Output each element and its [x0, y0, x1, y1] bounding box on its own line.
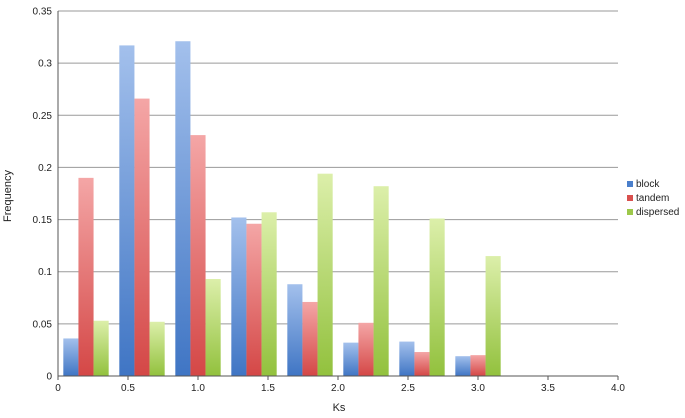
legend-swatch-block — [627, 181, 633, 187]
legend-swatch-tandem — [627, 195, 633, 201]
x-tick-label: 0 — [55, 383, 61, 394]
x-tick-label: 0.5 — [121, 383, 135, 394]
legend-label-dispersed: dispersed — [636, 207, 679, 218]
x-tick-label: 1.0 — [191, 383, 205, 394]
x-axis-title: Ks — [333, 402, 346, 414]
bar-block — [63, 338, 79, 376]
x-tick-labels: 0 0.5 1.0 1.5 2.0 2.5 3.0 3.5 4.0 — [55, 383, 625, 394]
y-tick-label: 0.25 — [33, 111, 53, 122]
bar-dispersed — [205, 279, 221, 376]
legend-swatch-dispersed — [627, 209, 633, 215]
y-tick-label: 0 — [46, 372, 52, 383]
bar-tandem — [190, 135, 206, 376]
x-tick-label: 3.5 — [541, 383, 555, 394]
bar-dispersed — [261, 212, 277, 376]
y-tick-label: 0.05 — [33, 319, 53, 330]
y-tick-label: 0.2 — [38, 163, 52, 174]
legend-label-tandem: tandem — [636, 193, 669, 204]
bar-block — [119, 45, 135, 377]
y-tick-label: 0.15 — [33, 215, 53, 226]
bar-tandem — [134, 98, 150, 376]
bar-block — [175, 41, 191, 376]
bar-block — [343, 342, 359, 376]
x-tick-label: 4.0 — [611, 383, 625, 394]
bar-tandem — [470, 355, 486, 376]
bar-block — [287, 284, 303, 376]
bar-tandem — [302, 301, 318, 376]
bar-dispersed — [93, 320, 109, 376]
bar-dispersed — [429, 218, 445, 376]
bar-tandem — [414, 352, 430, 376]
legend-label-block: block — [636, 179, 660, 190]
bar-dispersed — [485, 256, 501, 376]
x-tick-label: 3.0 — [471, 383, 485, 394]
bar-tandem — [78, 177, 94, 376]
bar-dispersed — [317, 173, 333, 376]
x-tick-label: 1.5 — [261, 383, 275, 394]
bar-block — [399, 341, 415, 376]
bar-block — [455, 356, 471, 376]
bar-tandem — [246, 223, 262, 376]
x-tick-label: 2.5 — [401, 383, 415, 394]
gridlines — [58, 10, 618, 325]
y-tick-label: 0.3 — [38, 59, 52, 70]
bar-tandem — [358, 322, 374, 376]
bar-dispersed — [149, 321, 165, 376]
axes — [57, 11, 619, 380]
bar-block — [231, 217, 247, 376]
bar-dispersed — [373, 186, 389, 376]
y-tick-label: 0.1 — [38, 267, 52, 278]
y-tick-label: 0.35 — [33, 7, 53, 18]
y-tick-labels: 0 0.05 0.1 0.15 0.2 0.25 0.3 0.35 — [33, 7, 53, 383]
bars — [63, 41, 501, 377]
x-tick-label: 2.0 — [331, 383, 345, 394]
y-axis-title: Frequency — [2, 170, 14, 222]
legend: block tandem dispersed — [627, 179, 679, 218]
